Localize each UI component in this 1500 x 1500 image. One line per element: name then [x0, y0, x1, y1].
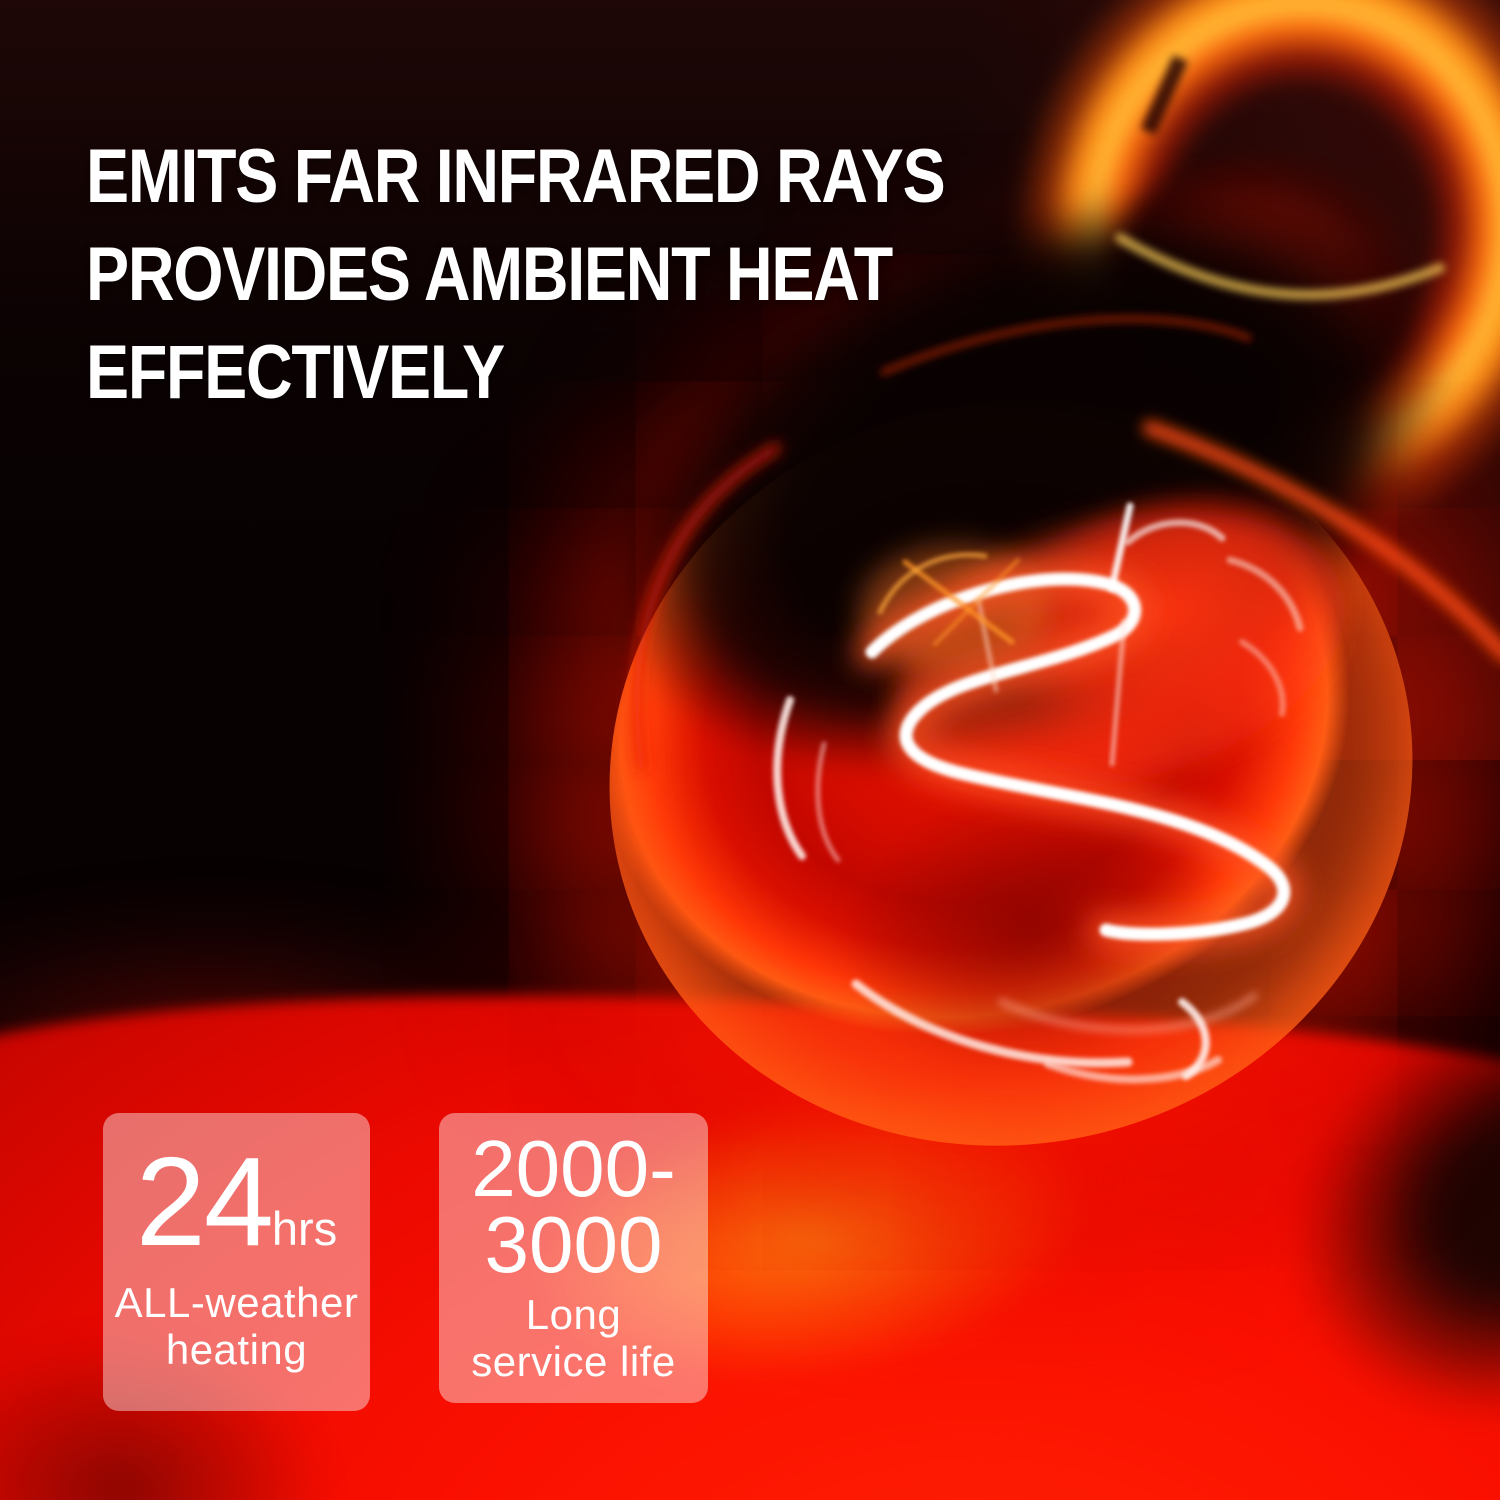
- tangle-arc-3: [1239, 639, 1286, 717]
- headline-line-2: PROVIDES AMBIENT HEAT: [86, 232, 893, 317]
- neck-upper-rim-light: [880, 314, 1252, 376]
- card-label-line-1: ALL-weather: [114, 1279, 359, 1326]
- card-value: 24: [135, 1131, 274, 1272]
- card-label: Long service life: [471, 1291, 675, 1385]
- card-label-line-1: Long: [525, 1291, 622, 1338]
- dome-inner-yellow-arc: [1115, 233, 1445, 300]
- filament-support-wire: [1108, 502, 1134, 592]
- glass-bottom-streak-1: [851, 979, 1133, 1068]
- glass-bottom-hook: [1178, 998, 1210, 1080]
- tangle-arc-2: [1226, 556, 1304, 632]
- glass-left-streak-2: [815, 741, 841, 863]
- card-value-line-1: 2000-: [471, 1124, 676, 1213]
- benefit-card-24hrs: 24hrs ALL-weather heating: [103, 1113, 370, 1411]
- glass-left-streak-1: [773, 696, 806, 860]
- filament-reflection: [998, 992, 1258, 1034]
- card-label-line-2: service life: [471, 1338, 676, 1385]
- card-value-row: 2000- 3000: [471, 1124, 676, 1289]
- filament-cross-wire-left: [975, 595, 999, 693]
- headline: EMITS FAR INFRARED RAYS PROVIDES AMBIENT…: [86, 128, 946, 422]
- wire-tangle-3: [877, 552, 988, 615]
- tangle-arc-1: [1124, 519, 1226, 546]
- card-label: ALL-weather heating: [115, 1279, 359, 1373]
- face-upper-rim-arc: [632, 443, 781, 773]
- benefit-card-service-life: 2000- 3000 Long service life: [439, 1113, 708, 1403]
- card-value-line-2: 3000: [484, 1200, 663, 1289]
- card-value-row: 24hrs: [136, 1139, 337, 1265]
- wire-tangle-1: [902, 559, 1015, 645]
- headline-line-3: EFFECTIVELY: [86, 330, 505, 415]
- glass-bottom-streak-2: [1044, 1056, 1222, 1084]
- card-unit: hrs: [271, 1202, 338, 1255]
- card-label-line-2: heating: [165, 1326, 308, 1373]
- filament-cross-wire: [1109, 619, 1127, 767]
- headline-line-1: EMITS FAR INFRARED RAYS: [86, 134, 946, 219]
- neck-rim-light: [1142, 420, 1500, 661]
- wire-tangle-2: [933, 558, 1020, 646]
- filament-core: [865, 572, 1291, 941]
- bottom-left-vignette: [0, 1280, 400, 1500]
